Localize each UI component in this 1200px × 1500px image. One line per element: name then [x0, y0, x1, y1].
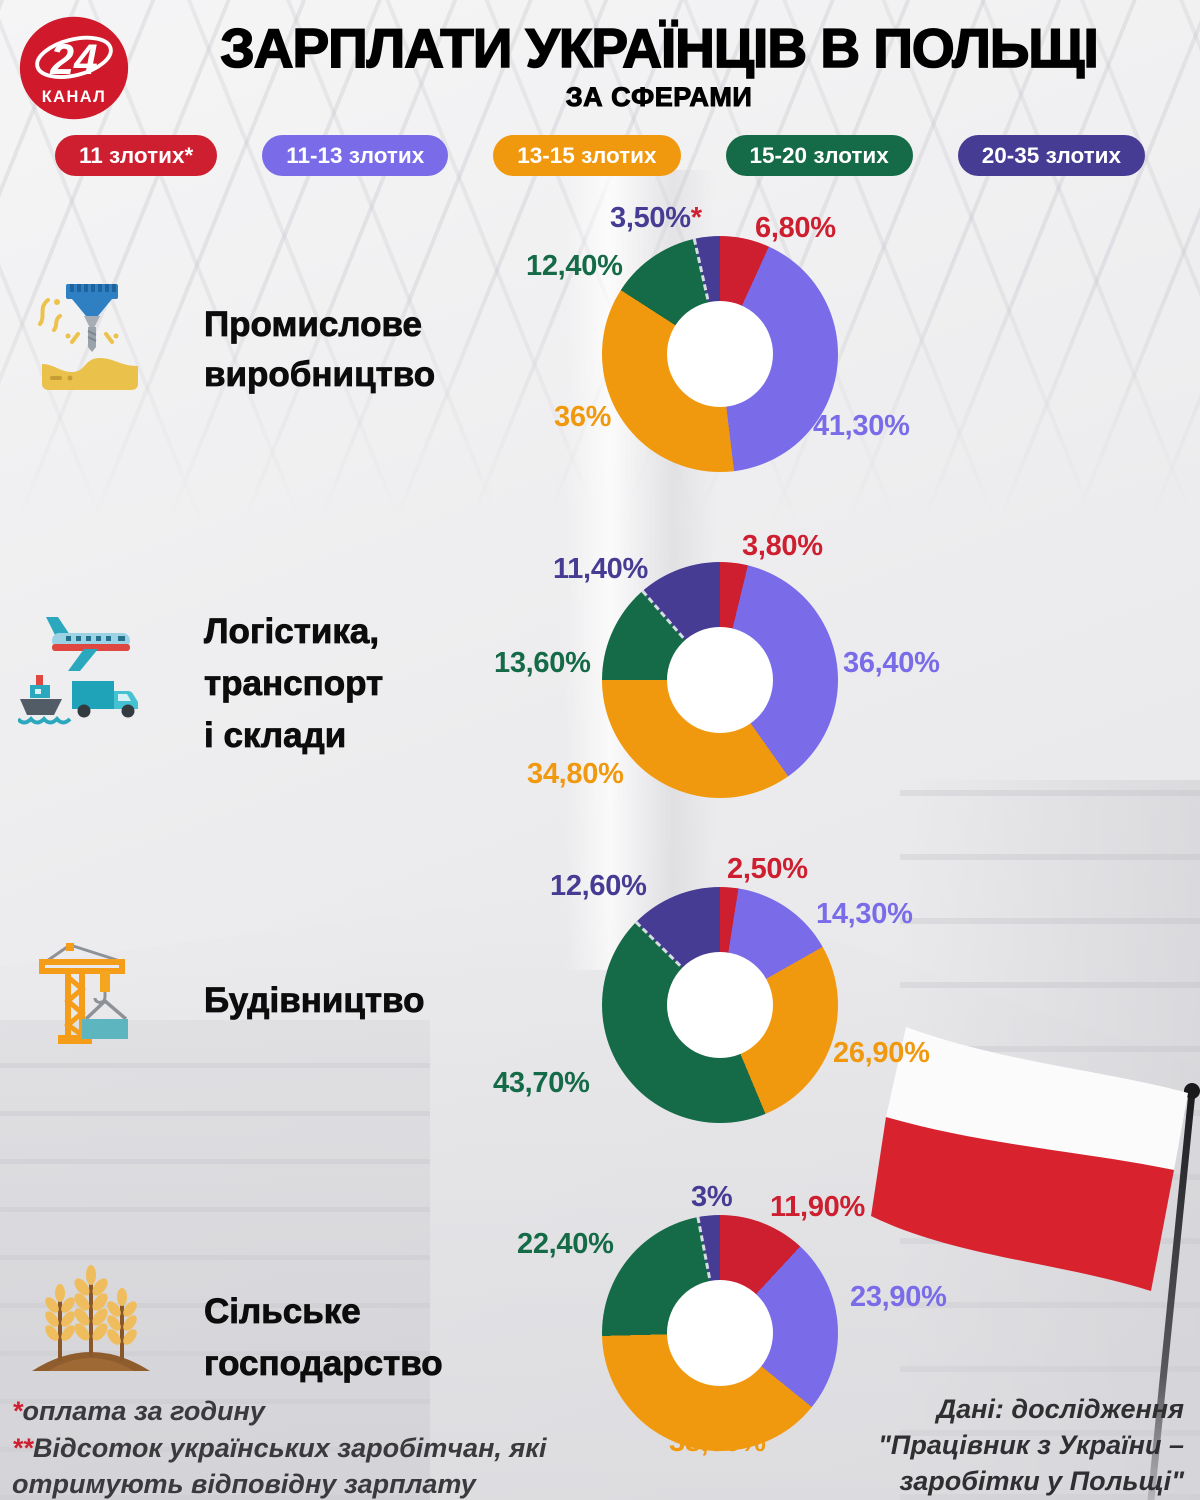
industrial-milling-machine-icon: [38, 284, 138, 390]
double-asterisk: **: [12, 1432, 34, 1463]
poland-flag-icon: [871, 1027, 1200, 1500]
asterisk: *: [690, 202, 702, 234]
logo-channel-text: КАНАЛ: [42, 88, 107, 106]
source-line: "Працівник з України –: [878, 1430, 1184, 1460]
percent-label-agriculture-11zl: 11,90%: [770, 1191, 865, 1223]
logistics-plane-ship-truck-icon: [18, 617, 138, 725]
percent-label-logistics-11-13zl: 36,40%: [843, 647, 940, 679]
logo-swoosh: [35, 35, 113, 79]
legend-label: 11-13 злотих: [286, 143, 425, 168]
footnote-hourly: *оплата за годину: [12, 1393, 546, 1430]
legend-label: 11 злотих*: [79, 143, 194, 168]
percent-label-logistics-15-20zl: 13,60%: [494, 647, 591, 679]
sector-label-line: і склади: [204, 716, 347, 756]
percent-label-industrial-20-35zl: 3,50%*: [610, 202, 702, 235]
sector-label-agriculture: Сільське господарство: [204, 1286, 443, 1390]
percent-label-industrial-15-20zl: 12,40%: [526, 250, 623, 282]
percent-label-industrial-11zl: 6,80%: [755, 212, 836, 244]
percent-label-agriculture-20-35zl: 3%: [691, 1181, 733, 1213]
legend-pill-20-35-zlotych: 20-35 злотих: [957, 135, 1145, 176]
percent-label-logistics-13-15zl: 34,80%: [527, 758, 624, 790]
percent-label-construction-20-35zl: 12,60%: [550, 870, 647, 902]
percent-label-logistics-20-35zl: 11,40%: [553, 553, 648, 585]
sector-label-line: виробництво: [204, 355, 436, 395]
source-line: заробітки у Польщі": [899, 1466, 1185, 1496]
footnote-text: оплата за годину: [22, 1396, 265, 1426]
legend: 11 злотих* 11-13 злотих 13-15 злотих 15-…: [55, 135, 1145, 176]
sector-label-line: Будівництво: [204, 981, 425, 1021]
sector-label-line: господарство: [204, 1344, 443, 1384]
percent-label-industrial-13-15zl: 36%: [554, 401, 612, 433]
logo-number: 24: [49, 36, 97, 84]
donut-chart-agriculture: [602, 1215, 838, 1451]
percent-label-logistics-11zl: 3,80%: [742, 530, 823, 562]
asterisk: *: [12, 1396, 23, 1426]
percent-value: 3,50%: [610, 202, 691, 234]
donut-hole: [667, 627, 773, 733]
sector-label-industrial: Промислове виробництво: [204, 300, 436, 400]
flag-pole-cap: [1184, 1083, 1200, 1099]
percent-label-industrial-11-13zl: 41,30%: [813, 410, 910, 442]
percent-label-construction-11zl: 2,50%: [727, 853, 808, 885]
percent-label-agriculture-11-13zl: 23,90%: [850, 1281, 947, 1313]
donut-chart-construction: [602, 887, 838, 1123]
data-source: Дані: дослідження "Працівник з України –…: [878, 1391, 1184, 1499]
sector-label-line: Логістика,: [204, 612, 380, 652]
flag-red-stripe: [871, 1117, 1174, 1291]
sector-label-line: Промислове: [204, 305, 423, 345]
legend-label: 13-15 злотих: [517, 143, 657, 168]
donut-hole: [667, 952, 773, 1058]
flag-pole: [1147, 1088, 1196, 1500]
percent-label-agriculture-15-20zl: 22,40%: [517, 1228, 614, 1260]
legend-pill-13-15-zlotych: 13-15 злотих: [493, 135, 681, 176]
wheat-field-icon: [32, 1265, 150, 1371]
sector-label-logistics: Логістика, транспорт і склади: [204, 606, 384, 762]
sector-label-construction: Будівництво: [204, 976, 425, 1026]
flag-white-stripe: [886, 1027, 1188, 1170]
percent-label-agriculture-13-15zl: 38,80%: [669, 1426, 766, 1458]
donut-hole: [667, 301, 773, 407]
percent-label-construction-13-15zl: 26,90%: [833, 1037, 930, 1069]
construction-crane-icon: [39, 943, 128, 1044]
donut-chart-logistics: [602, 562, 838, 798]
channel-24-logo: 24 КАНАЛ: [19, 16, 129, 120]
sector-label-line: Сільське: [204, 1292, 362, 1332]
percent-label-construction-15-20zl: 43,70%: [493, 1067, 590, 1099]
legend-label: 20-35 злотих: [981, 143, 1121, 168]
source-line: Дані: дослідження: [936, 1394, 1184, 1424]
legend-pill-11-13-zlotych: 11-13 злотих: [262, 135, 449, 176]
footnote-percent-2: отримують відповідну зарплату: [12, 1466, 546, 1500]
logo-circle: [19, 16, 129, 120]
legend-label: 15-20 злотих: [749, 143, 889, 168]
footnote-percent-1: **Відсоток українських заробітчан, які: [12, 1430, 546, 1467]
sector-label-line: транспорт: [204, 664, 384, 704]
donut-chart-industrial: [602, 236, 838, 472]
footnote-text: отримують відповідну зарплату: [12, 1469, 476, 1499]
footnote-text: Відсоток українських заробітчан, які: [33, 1432, 547, 1463]
header: ЗАРПЛАТИ УКРАЇНЦІВ В ПОЛЬЩІ ЗА СФЕРАМИ: [128, 17, 1190, 113]
donut-hole: [667, 1280, 773, 1386]
page-subtitle: ЗА СФЕРАМИ: [565, 81, 753, 112]
percent-label-construction-11-13zl: 14,30%: [816, 898, 913, 930]
footnotes: *оплата за годину **Відсоток українських…: [12, 1393, 546, 1500]
legend-pill-15-20-zlotych: 15-20 злотих: [725, 135, 913, 176]
page-title: ЗАРПЛАТИ УКРАЇНЦІВ В ПОЛЬЩІ: [219, 17, 1099, 79]
legend-pill-11-zlotych: 11 злотих*: [55, 135, 218, 176]
